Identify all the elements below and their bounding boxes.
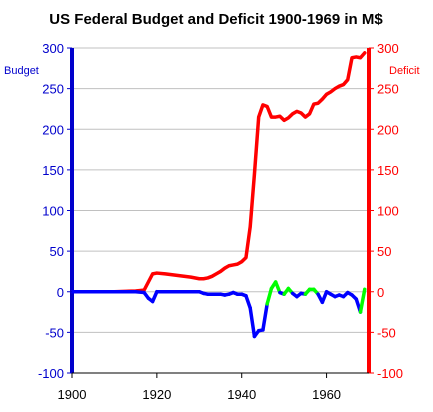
right-tick-label: -100 <box>377 366 403 381</box>
chart-title: US Federal Budget and Deficit 1900-1969 … <box>49 11 383 28</box>
deficit-segment <box>244 294 252 310</box>
left-tick-label: -100 <box>38 366 64 381</box>
right-tick-label: 150 <box>377 163 399 178</box>
right-tick-label: 300 <box>377 41 399 56</box>
tick-layer: -100 -100 -50 -50 0 0 50 50 100 100 150 150 200 200 25… <box>38 41 403 402</box>
x-tick-label: 1960 <box>312 387 341 402</box>
deficit-segment <box>320 290 329 305</box>
left-tick-label: 300 <box>42 41 64 56</box>
left-tick-label: -50 <box>45 325 64 340</box>
left-tick-label: 150 <box>42 163 64 178</box>
left-tick-label: 0 <box>57 285 64 300</box>
right-tick-label: -50 <box>377 325 396 340</box>
right-tick-label: 250 <box>377 82 399 97</box>
x-tick-label: 1920 <box>142 387 171 402</box>
right-axis-label: Deficit <box>389 65 420 77</box>
deficit-segment <box>150 290 159 304</box>
left-tick-label: 250 <box>42 82 64 97</box>
right-tick-label: 100 <box>377 204 399 219</box>
deficit-segment <box>261 302 269 332</box>
left-axis-label: Budget <box>4 65 39 77</box>
surplus-segment <box>358 287 367 314</box>
left-tick-label: 50 <box>50 244 64 259</box>
right-tick-label: 50 <box>377 244 391 259</box>
deficit-segment <box>248 306 257 339</box>
left-tick-label: 100 <box>42 204 64 219</box>
surplus-segment <box>265 286 274 306</box>
surplus-segment <box>273 280 282 295</box>
left-tick-label: 200 <box>42 122 64 137</box>
right-tick-label: 0 <box>377 285 384 300</box>
x-tick-label: 1900 <box>58 387 87 402</box>
right-tick-label: 200 <box>377 122 399 137</box>
x-tick-label: 1940 <box>227 387 256 402</box>
series-layer <box>70 51 367 339</box>
budget-line <box>70 51 367 294</box>
